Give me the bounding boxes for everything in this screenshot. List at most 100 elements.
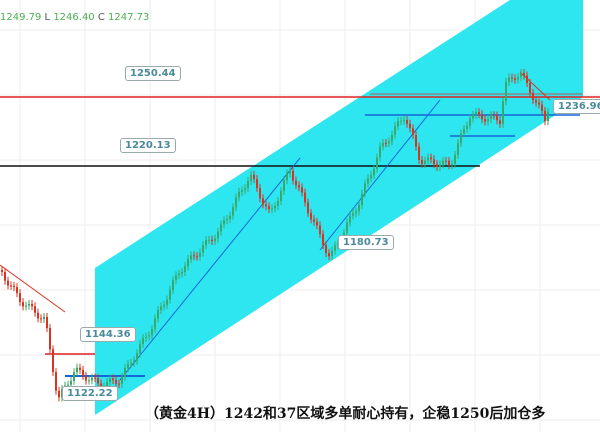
candle bbox=[361, 193, 363, 205]
candle bbox=[457, 143, 459, 155]
candle bbox=[241, 190, 243, 192]
candle bbox=[28, 303, 30, 306]
candle bbox=[124, 368, 126, 377]
candle bbox=[541, 104, 543, 111]
candle bbox=[247, 181, 249, 189]
candle bbox=[136, 353, 138, 361]
candle bbox=[544, 110, 546, 122]
candle bbox=[316, 221, 318, 226]
candle bbox=[400, 120, 402, 122]
candle bbox=[223, 220, 225, 225]
candle bbox=[97, 378, 99, 384]
price-label-1236[interactable]: 1236.96 bbox=[553, 99, 600, 114]
candle bbox=[226, 219, 228, 221]
candle bbox=[514, 78, 516, 80]
candle bbox=[10, 285, 12, 287]
candle bbox=[202, 245, 204, 253]
candle bbox=[301, 187, 303, 193]
candle bbox=[523, 72, 525, 76]
candle bbox=[532, 93, 534, 101]
candle bbox=[412, 128, 414, 136]
candle bbox=[280, 190, 282, 201]
candle bbox=[25, 305, 27, 307]
candle bbox=[34, 306, 36, 313]
candle bbox=[508, 77, 510, 82]
price-label-1180[interactable]: 1180.73 bbox=[338, 235, 394, 250]
candle bbox=[121, 376, 123, 385]
candle bbox=[268, 206, 270, 210]
candle bbox=[145, 336, 147, 338]
candle bbox=[373, 168, 375, 176]
candle bbox=[469, 118, 471, 126]
candle bbox=[250, 174, 252, 182]
price-channel[interactable] bbox=[95, 0, 583, 415]
candle bbox=[76, 367, 78, 373]
candle bbox=[493, 115, 495, 117]
candle bbox=[535, 100, 537, 103]
candle bbox=[19, 293, 21, 303]
candle bbox=[112, 378, 114, 380]
price-label-1122[interactable]: 1122.22 bbox=[62, 386, 118, 401]
candle bbox=[79, 367, 81, 370]
candle bbox=[13, 285, 15, 288]
candle bbox=[307, 202, 309, 214]
candle bbox=[118, 383, 120, 385]
candle bbox=[85, 375, 87, 381]
candle bbox=[466, 125, 468, 129]
candle bbox=[310, 213, 312, 220]
candle bbox=[184, 266, 186, 272]
candle bbox=[394, 126, 396, 135]
candle bbox=[439, 164, 441, 167]
down-trendline[interactable] bbox=[0, 264, 66, 313]
candle bbox=[484, 119, 486, 122]
candle bbox=[52, 349, 54, 373]
candle bbox=[388, 141, 390, 144]
candle bbox=[16, 287, 18, 294]
candle bbox=[37, 312, 39, 319]
trendline[interactable] bbox=[119, 157, 301, 381]
trendline-2[interactable] bbox=[319, 99, 441, 251]
candle bbox=[517, 76, 519, 80]
candle bbox=[160, 306, 162, 311]
candle bbox=[22, 302, 24, 307]
candle bbox=[475, 112, 477, 115]
candle bbox=[190, 255, 192, 260]
candle bbox=[172, 280, 174, 290]
candle bbox=[451, 163, 453, 166]
candle bbox=[259, 188, 261, 199]
candle bbox=[73, 372, 75, 381]
candle bbox=[409, 123, 411, 129]
candle bbox=[367, 178, 369, 184]
candle bbox=[49, 328, 51, 350]
candle bbox=[433, 159, 435, 165]
candle bbox=[115, 379, 117, 384]
price-label-1250[interactable]: 1250.44 bbox=[125, 66, 181, 81]
candle bbox=[238, 191, 240, 198]
candle bbox=[91, 377, 93, 381]
price-label-1144[interactable]: 1144.36 bbox=[80, 327, 136, 342]
candle bbox=[454, 154, 456, 164]
candle bbox=[502, 101, 504, 124]
candle bbox=[46, 316, 48, 329]
price-label-1220[interactable]: 1220.13 bbox=[120, 138, 176, 153]
down-trendline-2[interactable] bbox=[519, 71, 551, 101]
candle bbox=[67, 384, 69, 386]
candle bbox=[235, 197, 237, 208]
candle bbox=[181, 271, 183, 274]
candle bbox=[265, 204, 267, 207]
candle bbox=[163, 304, 165, 307]
candle bbox=[43, 316, 45, 320]
candle bbox=[319, 225, 321, 235]
candle bbox=[529, 82, 531, 94]
candle bbox=[358, 204, 360, 212]
candle bbox=[325, 245, 327, 254]
candle bbox=[55, 372, 57, 391]
candle bbox=[151, 328, 153, 336]
candle bbox=[4, 271, 6, 281]
candle bbox=[538, 102, 540, 105]
candle bbox=[178, 273, 180, 276]
candle bbox=[334, 245, 336, 251]
candle bbox=[352, 213, 354, 216]
candle bbox=[127, 363, 129, 369]
